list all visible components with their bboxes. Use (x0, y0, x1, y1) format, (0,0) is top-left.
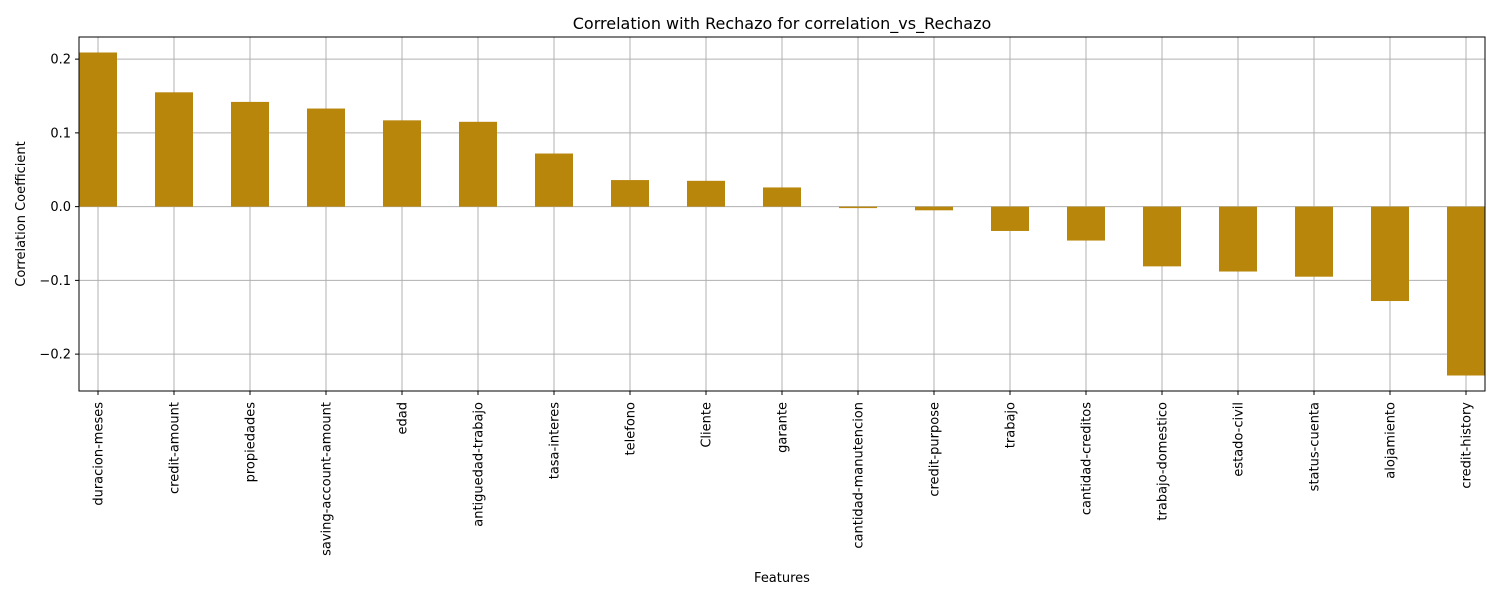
x-tick-label: trabajo (1004, 402, 1019, 448)
bar-edad (383, 120, 421, 207)
bar-saving-account-amount (307, 108, 345, 207)
bar-antiguedad-trabajo (459, 121, 497, 207)
x-tick-label: propiedades (244, 402, 259, 483)
x-tick-label: cantidad-creditos (1080, 402, 1095, 515)
y-axis-ticks: −0.2 −0.1 0.0 0.1 0.2 (39, 53, 79, 363)
bar-credit-purpose (915, 206, 953, 211)
x-tick-label: credit-purpose (928, 402, 943, 497)
bar-Cliente (687, 180, 725, 207)
bar-estado-civil (1219, 206, 1257, 272)
bar-garante (763, 187, 801, 207)
grid (79, 37, 1485, 391)
bar-cantidad-manutencion (839, 206, 877, 209)
x-tick-label: telefono (624, 402, 639, 455)
x-tick-label: garante (776, 402, 791, 453)
x-tick-label: credit-amount (168, 402, 183, 494)
y-tick-label: −0.2 (39, 348, 71, 363)
y-tick-label: 0.0 (50, 200, 71, 215)
bar-duracion-meses (79, 52, 117, 207)
x-tick-label: trabajo-domestico (1156, 402, 1171, 521)
bar-credit-amount (155, 92, 193, 207)
bar-trabajo-domestico (1143, 206, 1181, 267)
y-tick-label: 0.2 (50, 53, 71, 68)
bar-credit-history (1447, 206, 1485, 376)
x-tick-label: cantidad-manutencion (852, 402, 867, 549)
x-tick-label: duracion-meses (92, 402, 107, 506)
bar-alojamiento (1371, 206, 1409, 302)
x-tick-label: edad (396, 402, 411, 434)
y-axis-label: Correlation Coefficient (14, 141, 29, 287)
x-axis-label: Features (754, 571, 810, 586)
x-tick-label: credit-history (1460, 402, 1475, 489)
bar-tasa-interes (535, 153, 573, 207)
x-tick-label: status-cuenta (1308, 402, 1323, 491)
x-tick-label: Cliente (700, 402, 715, 448)
bar-trabajo (991, 206, 1029, 231)
x-tick-label: antiguedad-trabajo (472, 402, 487, 527)
bar-status-cuenta (1295, 206, 1333, 277)
x-tick-label: tasa-interes (548, 402, 563, 479)
chart-title: Correlation with Rechazo for correlation… (573, 14, 992, 34)
x-tick-label: estado-civil (1232, 402, 1247, 477)
y-tick-label: 0.1 (50, 126, 71, 141)
bar-propiedades (231, 101, 269, 207)
x-tick-label: alojamiento (1384, 402, 1399, 479)
y-tick-label: −0.1 (39, 274, 71, 289)
x-axis-ticks: duracion-meses credit-amount propiedades sa… (92, 391, 1475, 556)
bar-cantidad-creditos (1067, 206, 1105, 241)
bar-telefono (611, 180, 649, 207)
x-tick-label: saving-account-amount (320, 402, 335, 556)
bars (79, 52, 1485, 376)
